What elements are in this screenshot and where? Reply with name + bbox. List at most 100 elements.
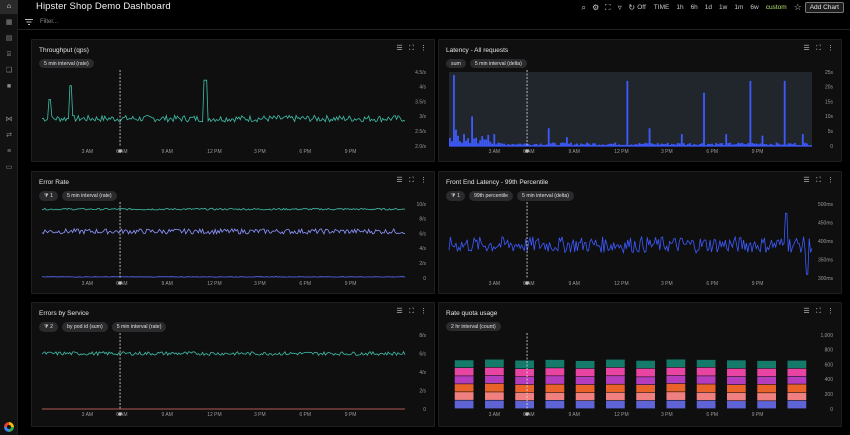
stacked-bar-segment[interactable] bbox=[787, 400, 807, 409]
bar[interactable] bbox=[711, 143, 713, 146]
bar[interactable] bbox=[765, 144, 768, 146]
bar[interactable] bbox=[717, 144, 720, 146]
range-1h[interactable]: 1h bbox=[676, 4, 684, 11]
bar[interactable] bbox=[775, 142, 778, 146]
add-chart-button[interactable]: Add Chart bbox=[804, 2, 844, 13]
bar[interactable] bbox=[709, 144, 711, 146]
bar[interactable] bbox=[650, 143, 653, 146]
series-line[interactable] bbox=[41, 79, 406, 123]
bar[interactable] bbox=[703, 92, 705, 146]
bar[interactable] bbox=[559, 142, 562, 146]
bar[interactable] bbox=[499, 142, 502, 146]
chat-icon[interactable]: ▤ bbox=[5, 35, 13, 42]
bar[interactable] bbox=[783, 80, 786, 146]
bar[interactable] bbox=[507, 143, 510, 146]
bar[interactable] bbox=[642, 143, 645, 146]
bar[interactable] bbox=[727, 143, 730, 146]
trace-icon[interactable]: ⋈ bbox=[5, 116, 13, 123]
bar[interactable] bbox=[676, 143, 679, 146]
bar[interactable] bbox=[664, 143, 667, 146]
legend-icon[interactable]: ☰ bbox=[803, 177, 810, 184]
bar[interactable] bbox=[769, 143, 772, 146]
stacked-bar-segment[interactable] bbox=[545, 384, 565, 393]
bar[interactable] bbox=[787, 143, 790, 146]
filter-input[interactable]: Filter... bbox=[40, 19, 59, 25]
bar[interactable] bbox=[695, 144, 697, 146]
bar[interactable] bbox=[580, 143, 582, 146]
filter-chip[interactable]: 5 min interval (delta) bbox=[469, 59, 527, 68]
stacked-bar-segment[interactable] bbox=[757, 360, 777, 369]
stacked-bar-segment[interactable] bbox=[696, 359, 716, 368]
bar[interactable] bbox=[686, 144, 689, 146]
bar[interactable] bbox=[763, 144, 766, 146]
bar[interactable] bbox=[463, 133, 465, 146]
stacked-bar-segment[interactable] bbox=[605, 367, 625, 376]
bar[interactable] bbox=[453, 74, 455, 146]
bar[interactable] bbox=[515, 144, 518, 146]
stacked-bar-segment[interactable] bbox=[726, 384, 746, 393]
expand-icon[interactable]: ⛶ bbox=[816, 177, 821, 184]
bar[interactable] bbox=[570, 142, 572, 146]
database-icon[interactable]: ▭ bbox=[5, 164, 13, 171]
star-icon[interactable]: ☆ bbox=[793, 2, 802, 12]
bar[interactable] bbox=[656, 143, 659, 146]
list-icon[interactable]: ≡ bbox=[6, 148, 12, 155]
bar[interactable] bbox=[461, 142, 463, 146]
bar[interactable] bbox=[467, 138, 469, 146]
stacked-bar-segment[interactable] bbox=[454, 360, 474, 368]
bar[interactable] bbox=[563, 142, 566, 146]
bar[interactable] bbox=[471, 116, 473, 146]
stacked-bar-segment[interactable] bbox=[726, 401, 746, 409]
stacked-bar-segment[interactable] bbox=[575, 392, 595, 401]
stacked-bar-segment[interactable] bbox=[484, 400, 504, 409]
bar[interactable] bbox=[481, 136, 484, 146]
bar[interactable] bbox=[793, 142, 796, 146]
bar[interactable] bbox=[755, 143, 758, 146]
bar[interactable] bbox=[527, 143, 530, 146]
bar[interactable] bbox=[475, 137, 478, 146]
filter-lines-icon[interactable] bbox=[25, 18, 33, 26]
stacked-bar-segment[interactable] bbox=[757, 393, 777, 401]
legend-icon[interactable]: ☰ bbox=[396, 177, 403, 184]
bar[interactable] bbox=[658, 144, 661, 146]
stacked-bar-segment[interactable] bbox=[545, 368, 565, 376]
bar[interactable] bbox=[733, 144, 736, 146]
stacked-bar-segment[interactable] bbox=[454, 368, 474, 376]
bar[interactable] bbox=[565, 137, 568, 146]
bar[interactable] bbox=[465, 140, 467, 146]
bar[interactable] bbox=[729, 142, 732, 146]
expand-icon[interactable]: ⛶ bbox=[816, 45, 821, 52]
series-line[interactable] bbox=[41, 207, 406, 211]
stacked-bar-segment[interactable] bbox=[515, 377, 535, 385]
expand-icon[interactable]: ⛶ bbox=[816, 308, 821, 315]
bar[interactable] bbox=[753, 143, 756, 146]
stacked-bar-segment[interactable] bbox=[787, 392, 807, 401]
bar[interactable] bbox=[561, 142, 564, 146]
stacked-bar-segment[interactable] bbox=[757, 368, 777, 377]
bar[interactable] bbox=[644, 142, 647, 146]
expand-icon[interactable]: ⛶ bbox=[409, 308, 414, 315]
bar[interactable] bbox=[743, 144, 746, 146]
filter-chip[interactable]: sum bbox=[446, 59, 466, 68]
range-custom[interactable]: custom bbox=[765, 4, 787, 11]
bar[interactable] bbox=[497, 142, 500, 146]
filter-chip[interactable]: 5 min interval (delta) bbox=[517, 191, 574, 201]
filter-chip[interactable]: ⧩ 1 bbox=[446, 191, 465, 201]
bar[interactable] bbox=[803, 142, 806, 146]
bar[interactable] bbox=[588, 143, 590, 146]
bar[interactable] bbox=[747, 143, 750, 146]
bar[interactable] bbox=[672, 144, 675, 146]
bar[interactable] bbox=[791, 144, 794, 146]
bar[interactable] bbox=[715, 143, 718, 146]
product-logo-icon[interactable] bbox=[4, 422, 14, 432]
bar[interactable] bbox=[618, 144, 621, 146]
bar[interactable] bbox=[634, 144, 637, 146]
bar[interactable] bbox=[666, 142, 669, 146]
bar[interactable] bbox=[533, 143, 536, 146]
stacked-bar-segment[interactable] bbox=[605, 400, 625, 409]
bar[interactable] bbox=[451, 141, 453, 146]
bar[interactable] bbox=[576, 143, 578, 146]
stacked-bar-segment[interactable] bbox=[515, 392, 535, 401]
bar[interactable] bbox=[779, 144, 782, 146]
stacked-bar-segment[interactable] bbox=[757, 384, 777, 393]
